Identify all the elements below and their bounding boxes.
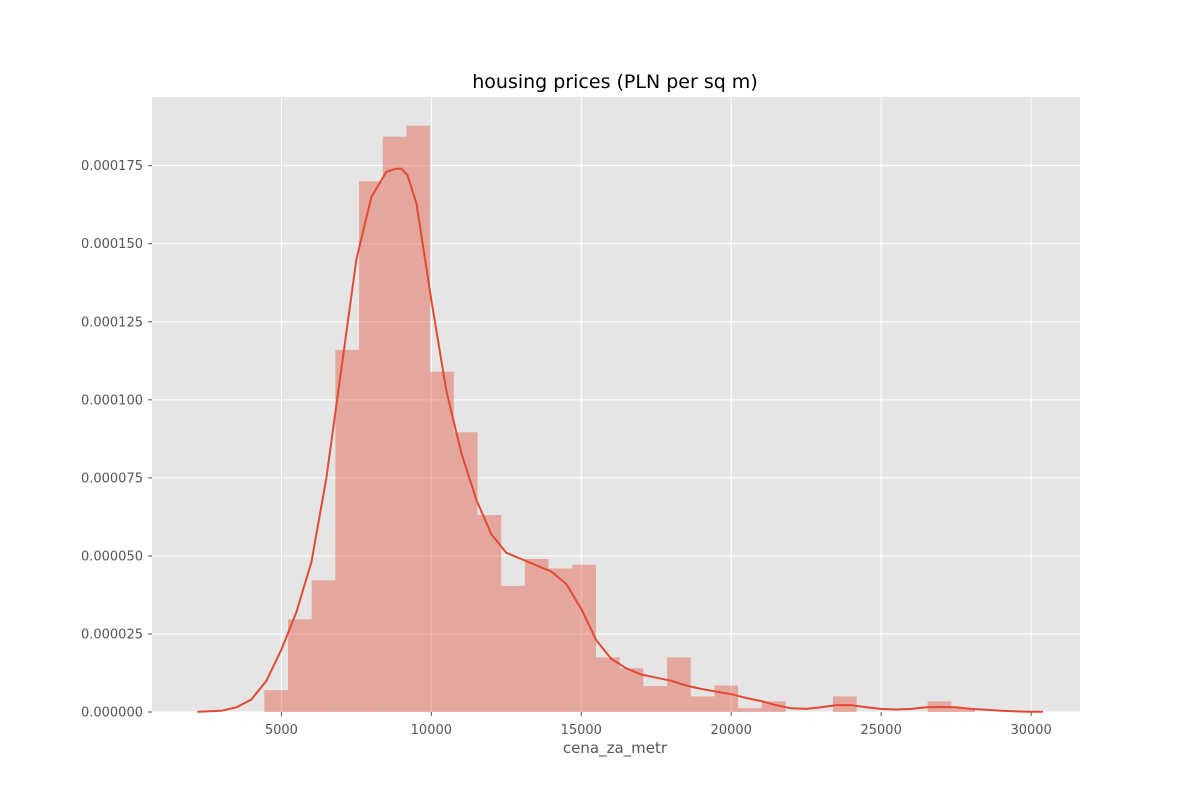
histogram-bar	[477, 515, 502, 712]
histogram-bar	[714, 685, 739, 712]
x-tick-label: 25000	[860, 723, 901, 738]
histogram-bar	[335, 349, 360, 712]
histogram-bar	[643, 686, 668, 712]
x-tick-label: 10000	[411, 723, 452, 738]
histogram-bar	[382, 136, 407, 712]
y-axis-ticks: 0.000000 0.000025 0.000050 0.000075 0.000100…	[81, 159, 152, 721]
chart-title: housing prices (PLN per sq m)	[472, 71, 757, 93]
y-tick-label: 0.000025	[81, 627, 143, 642]
y-tick-label: 0.000050	[81, 549, 143, 564]
x-axis-label: cena_za_metr	[563, 739, 668, 758]
y-tick-label: 0.000175	[81, 159, 143, 174]
histogram-bar	[548, 568, 573, 712]
histogram-bar	[287, 619, 312, 712]
histogram-bar	[453, 432, 478, 712]
histogram-bar	[619, 668, 644, 712]
histogram-bar	[311, 580, 336, 712]
histogram-bar	[359, 181, 383, 713]
histogram-bar	[264, 690, 288, 712]
histogram-bar	[690, 696, 715, 712]
y-tick-label: 0.000125	[81, 315, 143, 330]
x-axis-ticks: 5000 10000 15000 20000 25000 30000	[265, 712, 1052, 738]
x-tick-label: 30000	[1010, 723, 1051, 738]
grid-lines	[152, 97, 1080, 713]
histogram-bars	[264, 125, 976, 713]
histogram-bar	[595, 657, 620, 712]
histogram-bar	[761, 701, 786, 712]
histogram-bar	[524, 559, 549, 712]
histogram-bar	[572, 564, 596, 712]
histogram-bar	[430, 371, 454, 712]
x-tick-label: 20000	[711, 723, 752, 738]
histogram-bar	[951, 708, 976, 712]
y-tick-label: 0.000150	[81, 237, 143, 252]
x-tick-label: 5000	[265, 723, 298, 738]
plot-area	[152, 97, 1080, 712]
histogram-bar	[501, 585, 525, 712]
histogram-bar	[406, 125, 431, 712]
kde-curve	[197, 167, 1044, 713]
x-tick-label: 15000	[561, 723, 602, 738]
y-tick-label: 0.000000	[81, 706, 143, 721]
y-tick-label: 0.000075	[81, 471, 143, 486]
y-tick-label: 0.000100	[81, 393, 143, 408]
histogram-bar	[667, 657, 691, 712]
histogram-bar	[738, 708, 762, 712]
